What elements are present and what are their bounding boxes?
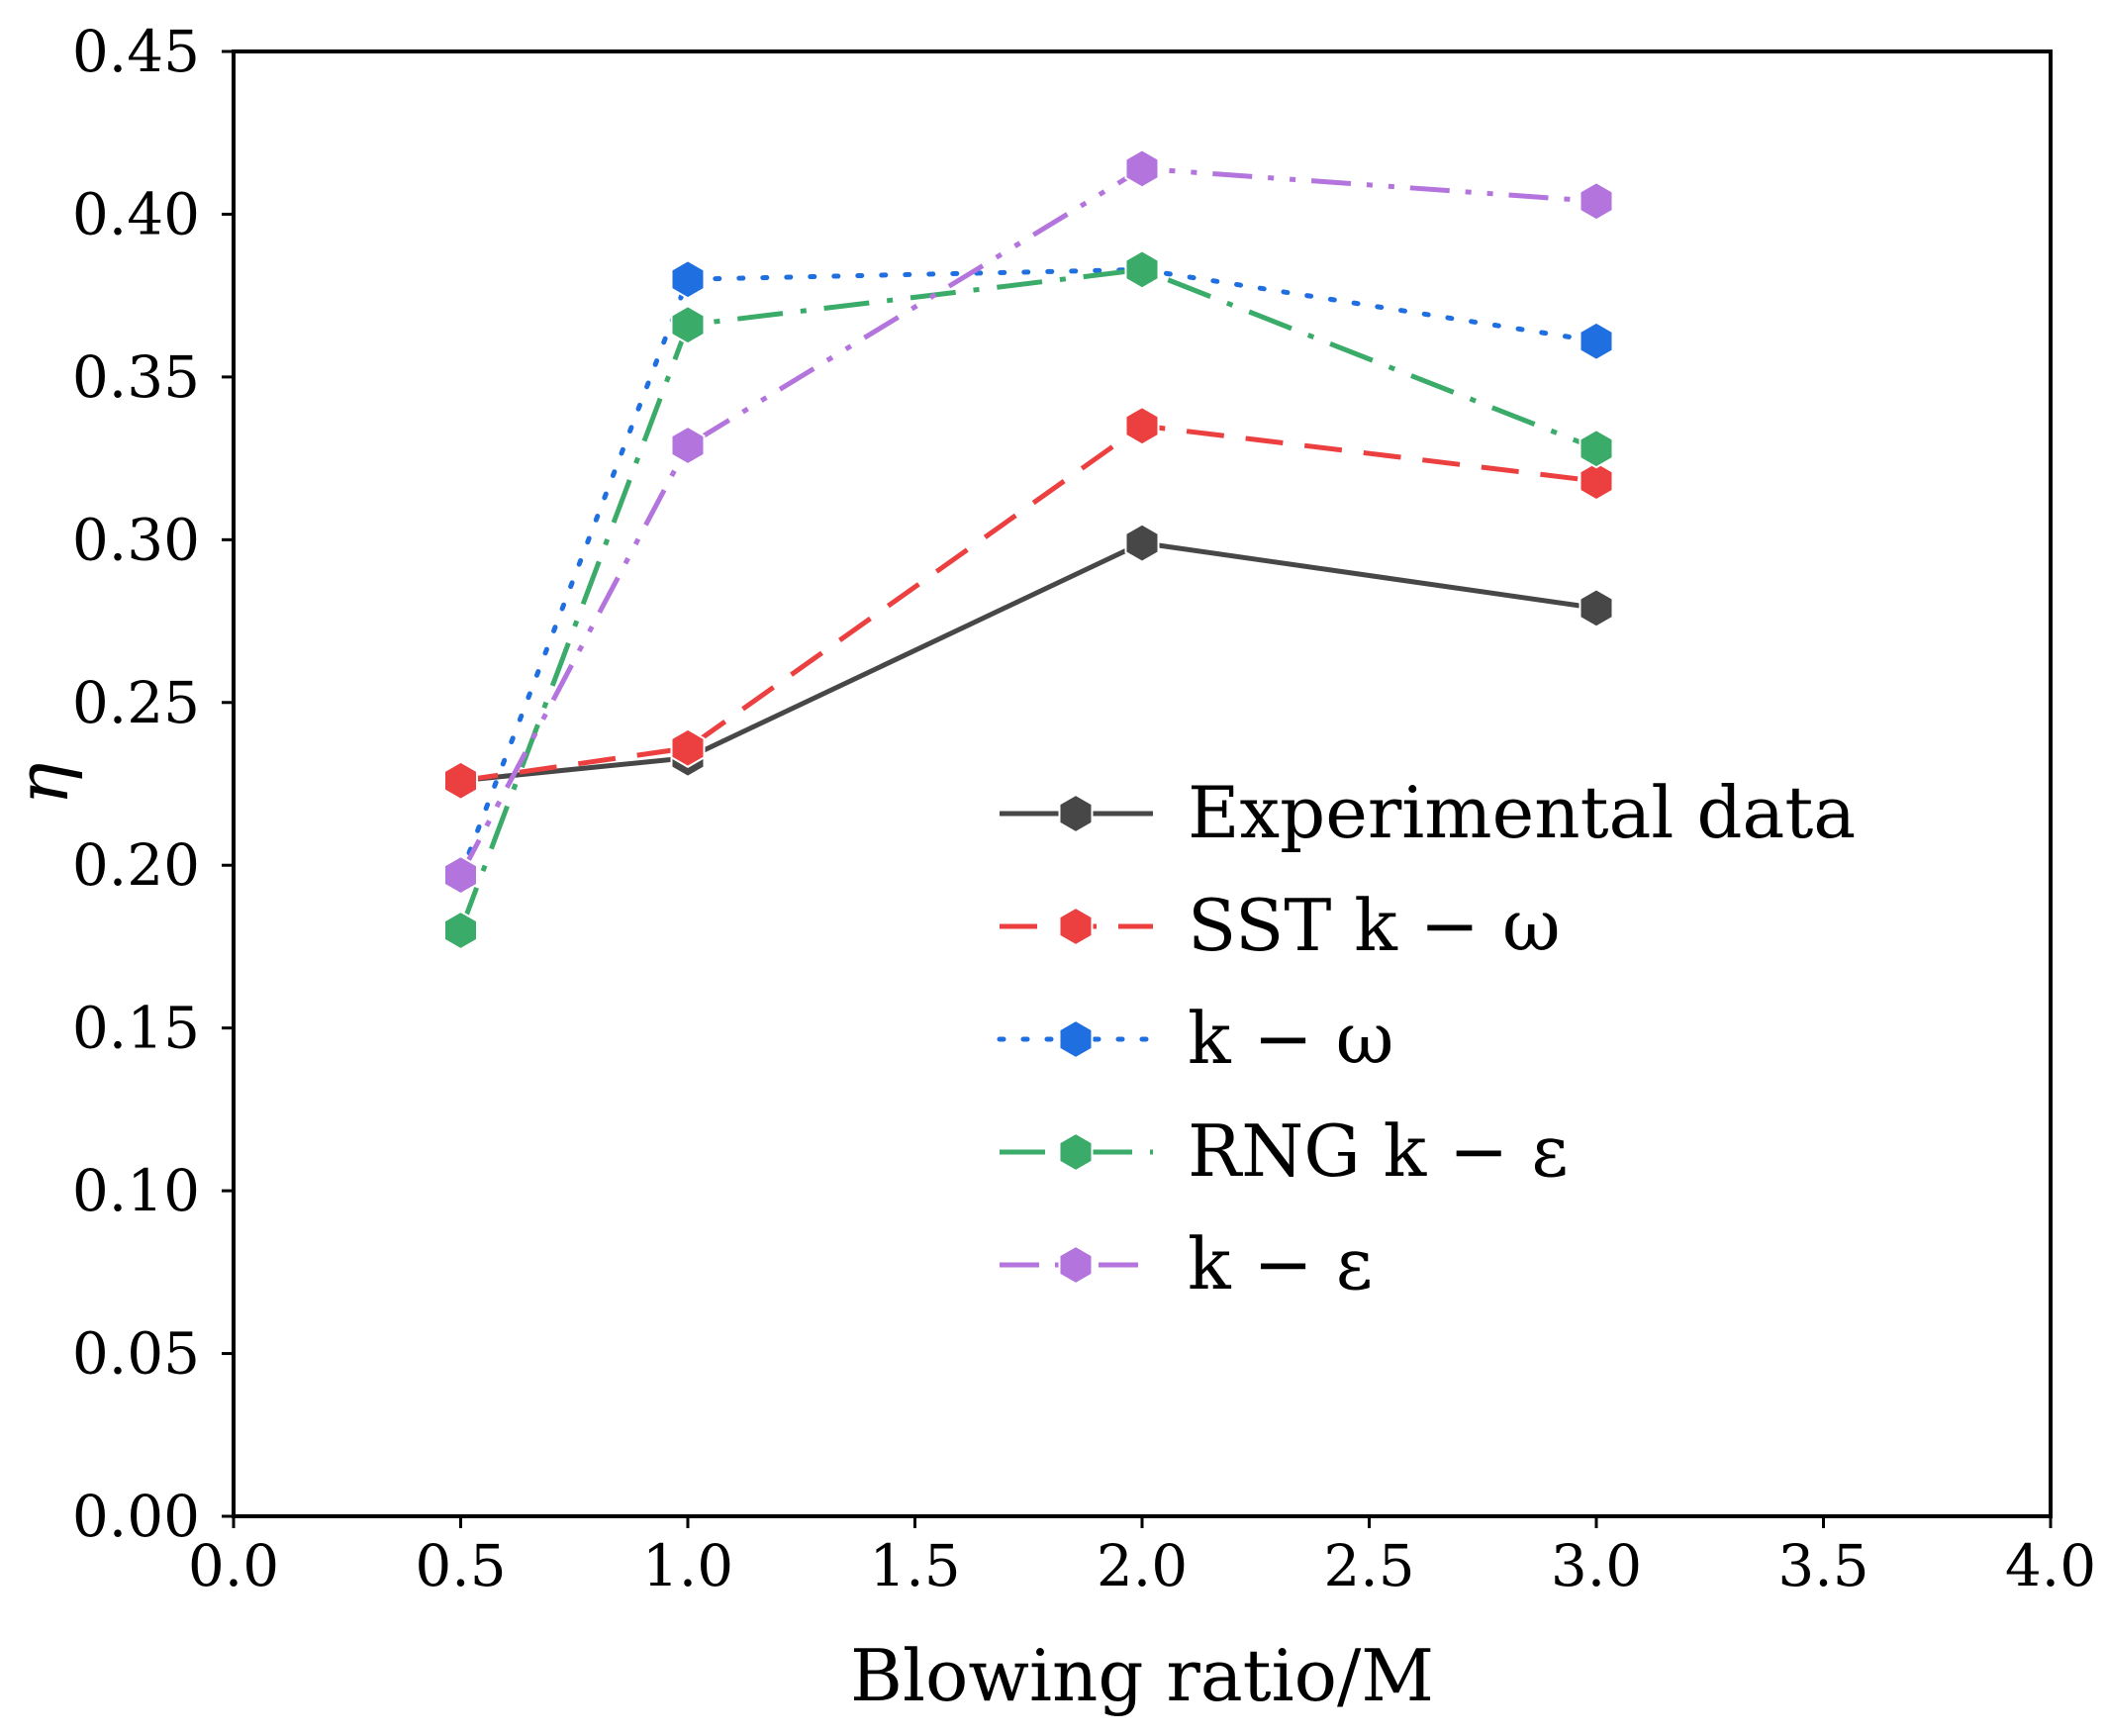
series-line <box>458 165 1597 877</box>
x-tick-label: 4.0 <box>2005 1532 2096 1599</box>
series-line <box>460 423 1597 784</box>
legend-item: RNG k − ε <box>1000 1109 1569 1193</box>
data-point <box>1579 321 1614 361</box>
y-tick-label: 0.00 <box>72 1483 200 1550</box>
legend-label: k − ω <box>1188 997 1393 1080</box>
y-tick-label: 0.35 <box>72 343 200 411</box>
y-tick-label: 0.25 <box>72 669 200 736</box>
legend: Experimental data SST k − ω k − ω RNG k − ε… <box>997 771 1856 1305</box>
series-0 <box>443 523 1614 801</box>
y-tick-label: 0.30 <box>72 506 200 573</box>
data-point <box>443 910 478 951</box>
legend-item: Experimental data <box>1000 771 1856 854</box>
x-axis-label: Blowing ratio/M <box>850 1634 1434 1717</box>
series-4 <box>443 148 1614 896</box>
x-tick-label: 0.0 <box>188 1532 279 1599</box>
x-tick-label: 1.0 <box>642 1532 733 1599</box>
legend-marker <box>1058 1244 1094 1286</box>
data-point <box>1579 429 1614 469</box>
plot-area: 0.0 0.5 1.0 1.5 2.0 2.5 3.0 3.5 4.0 0.00 0.05 0.10 0… <box>1 18 2096 1717</box>
x-tick-label: 3.5 <box>1777 1532 1868 1599</box>
y-tick-label: 0.05 <box>72 1320 200 1388</box>
x-tick-label: 2.0 <box>1097 1532 1188 1599</box>
data-point <box>1124 148 1160 189</box>
data-point <box>1124 406 1160 446</box>
legend-label: SST k − ω <box>1188 884 1561 967</box>
data-point <box>670 305 706 345</box>
data-point <box>1579 181 1614 222</box>
legend-label: RNG k − ε <box>1188 1109 1569 1193</box>
y-tick-label: 0.40 <box>72 180 200 247</box>
legend-item: k − ε <box>1000 1222 1373 1305</box>
legend-label: Experimental data <box>1188 771 1856 854</box>
legend-marker <box>1058 1131 1094 1173</box>
x-tick-label: 3.0 <box>1551 1532 1642 1599</box>
data-point <box>670 425 706 466</box>
legend-marker <box>1058 793 1094 834</box>
series-line <box>458 266 1597 931</box>
legend-marker <box>1058 1018 1094 1060</box>
data-point <box>670 727 706 768</box>
y-axis-label: η <box>1 762 84 805</box>
y-tick-label: 0.20 <box>72 831 200 899</box>
data-point <box>1579 588 1614 628</box>
series-1 <box>443 406 1614 801</box>
y-tick-label: 0.10 <box>72 1157 200 1224</box>
data-point <box>1124 523 1160 563</box>
data-point <box>1579 460 1614 502</box>
y-tick-label: 0.45 <box>72 18 200 85</box>
data-point <box>443 854 478 896</box>
legend-label: k − ε <box>1188 1222 1373 1305</box>
series-3 <box>443 249 1614 951</box>
x-tick-label: 0.5 <box>415 1532 506 1599</box>
data-point <box>670 259 706 300</box>
x-tick-label: 1.5 <box>869 1532 960 1599</box>
y-tick-label: 0.15 <box>72 995 200 1062</box>
legend-marker <box>1058 906 1094 947</box>
data-point <box>443 760 478 801</box>
legend-item: SST k − ω <box>1000 884 1561 967</box>
legend-item: k − ω <box>997 997 1393 1080</box>
series-layer <box>443 148 1614 951</box>
data-point <box>1124 249 1160 290</box>
series-line <box>460 540 1597 784</box>
x-tick-label: 2.5 <box>1323 1532 1414 1599</box>
